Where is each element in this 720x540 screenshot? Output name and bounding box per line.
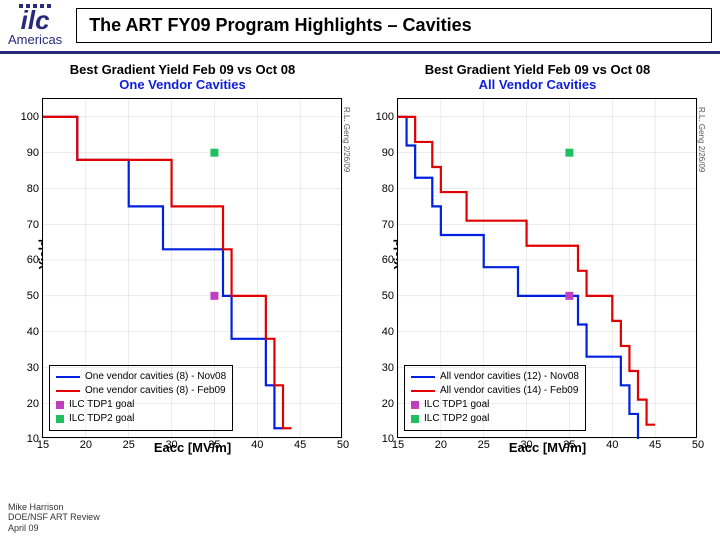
ilc-logo-text: ilc (21, 9, 50, 32)
slide-title: The ART FY09 Program Highlights – Caviti… (76, 8, 712, 43)
chart-right: Best Gradient Yield Feb 09 vs Oct 08 All… (363, 62, 712, 455)
footer-event: DOE/NSF ART Review (8, 512, 100, 523)
footer-date: April 09 (8, 523, 100, 534)
ilc-logo-subtext: Americas (8, 32, 62, 47)
chart-left: Best Gradient Yield Feb 09 vs Oct 08 One… (8, 62, 357, 455)
chart-left-title: Best Gradient Yield Feb 09 vs Oct 08 (8, 62, 357, 77)
chart-right-subtitle: All Vendor Cavities (363, 77, 712, 92)
slide-header: ilc Americas The ART FY09 Program Highli… (0, 0, 720, 54)
chart-left-sidecap: R.L. Geng 2/26/09 (342, 107, 351, 172)
chart-left-subtitle: One Vendor Cavities (8, 77, 357, 92)
footer-author: Mike Harrison (8, 502, 100, 513)
charts-row: Best Gradient Yield Feb 09 vs Oct 08 One… (0, 54, 720, 455)
slide-footer: Mike Harrison DOE/NSF ART Review April 0… (8, 502, 100, 534)
plot-right: R.L. Geng 2/26/09 All vendor cavities (1… (397, 98, 697, 438)
plot-left: R.L. Geng 2/26/09 One vendor cavities (8… (42, 98, 342, 438)
chart-right-sidecap: R.L. Geng 2/26/09 (697, 107, 706, 172)
chart-right-title: Best Gradient Yield Feb 09 vs Oct 08 (363, 62, 712, 77)
ilc-logo-block: ilc Americas (8, 4, 62, 47)
